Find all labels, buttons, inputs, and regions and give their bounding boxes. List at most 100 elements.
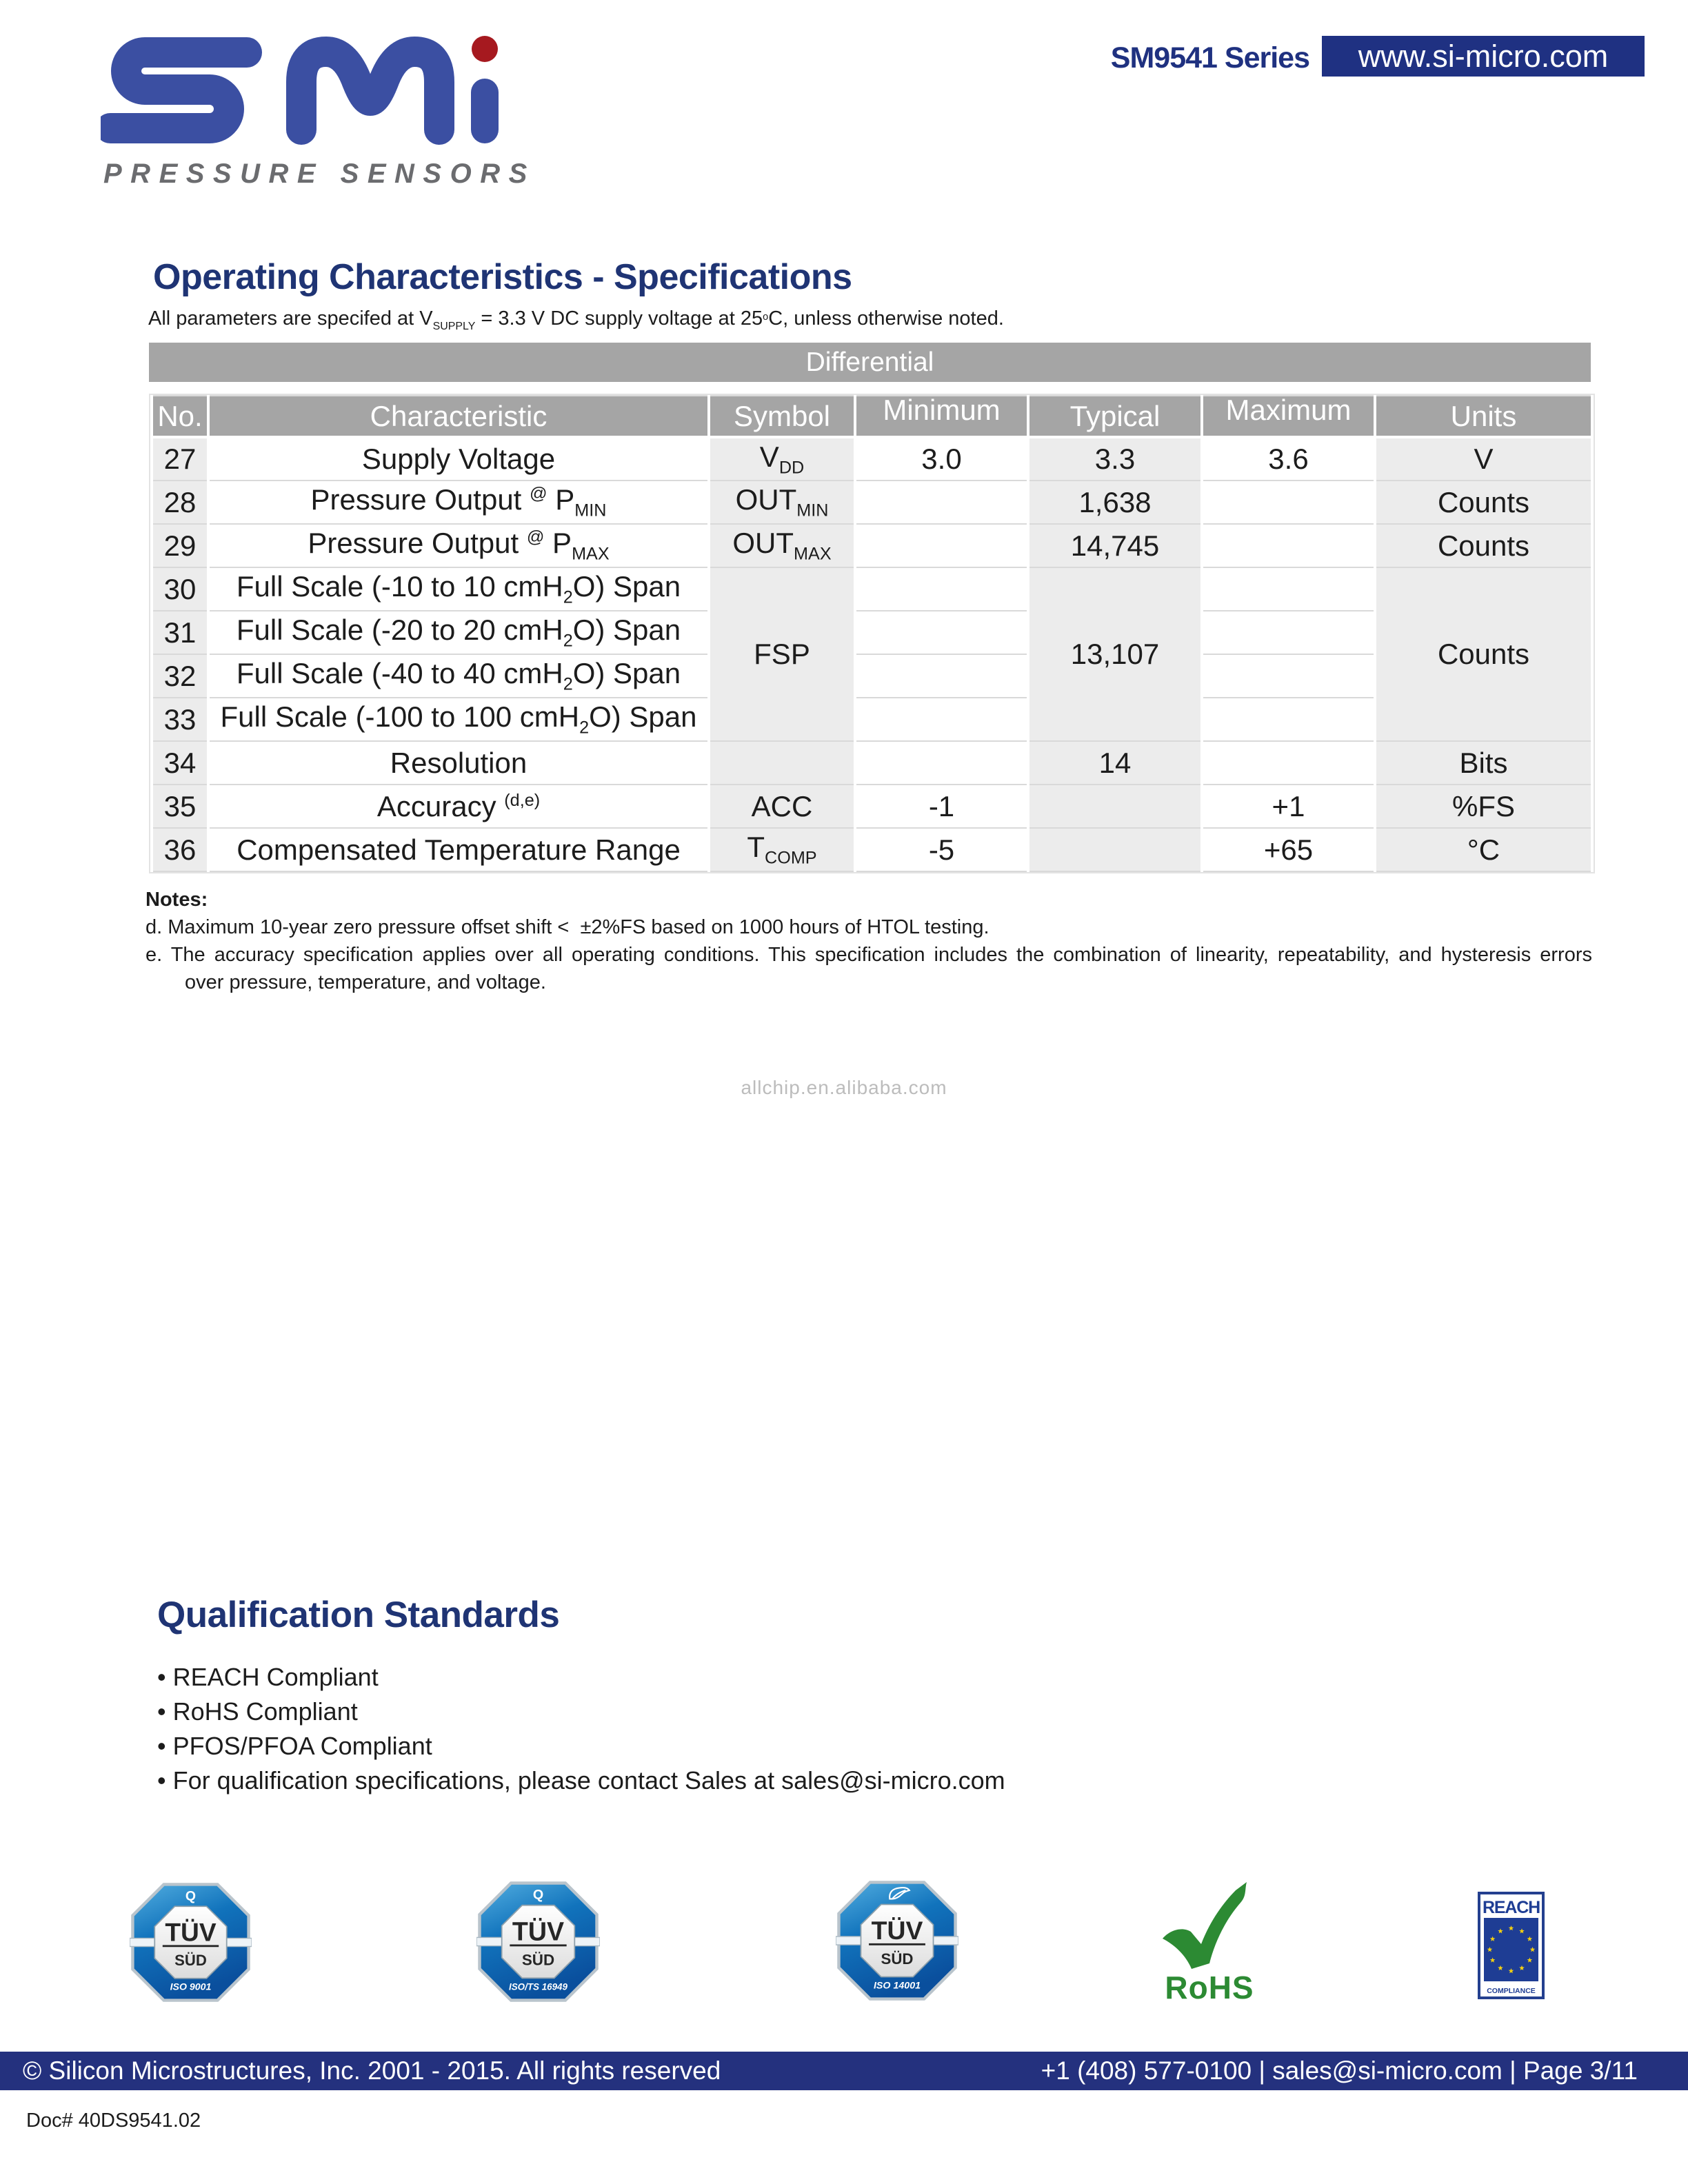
cell-minimum xyxy=(854,523,1029,568)
reach-eu-stars xyxy=(1487,1925,1536,1974)
cell-characteristic: Full Scale (-100 to 100 cmH2O) Span xyxy=(207,697,710,742)
cell-minimum xyxy=(854,567,1029,611)
note-e-line1: e. The accuracy specification applies ov… xyxy=(145,944,1592,966)
cell-typical: 1,638 xyxy=(1027,480,1203,525)
badge-inner-octagon xyxy=(501,1904,576,1979)
website-box[interactable]: www.si-micro.com xyxy=(1322,36,1645,77)
badge-tuv-text: TÜV xyxy=(872,1916,923,1945)
logo-letter-m xyxy=(286,36,454,145)
reach-compliance-text: COMPLIANCE xyxy=(1487,1987,1536,1995)
cell-maximum xyxy=(1200,740,1376,785)
doc-number: Doc# 40DS9541.02 xyxy=(26,2110,201,2132)
cell-no: 35 xyxy=(150,784,210,829)
badge-top-icon: Q xyxy=(185,1888,196,1903)
cell-typical-span: 13,107 xyxy=(1027,567,1203,742)
list-item: PFOS/PFOA Compliant xyxy=(157,1729,1005,1763)
list-item: For qualification specifications, please… xyxy=(157,1763,1005,1798)
cell-maximum xyxy=(1200,523,1376,568)
cell-no: 28 xyxy=(150,480,210,525)
badge-iso-text: ISO 14001 xyxy=(874,1980,921,1991)
cell-maximum: +65 xyxy=(1200,827,1376,872)
cell-minimum: -1 xyxy=(854,784,1029,829)
cell-characteristic: Pressure Output @ PMAX xyxy=(207,523,710,568)
note-d: d. Maximum 10-year zero pressure offset … xyxy=(145,916,989,938)
tuv-sud-iso14001-badge: TÜV SÜD ISO 14001 xyxy=(835,1879,959,2005)
cell-minimum xyxy=(854,654,1029,698)
cell-minimum xyxy=(854,697,1029,742)
qualification-title: Qualification Standards xyxy=(157,1595,560,1635)
rohs-badge: RoHS xyxy=(1161,1881,1258,2005)
list-item: RoHS Compliant xyxy=(157,1695,1005,1729)
col-header-characteristic: Characteristic xyxy=(207,395,710,438)
cell-units: °C xyxy=(1374,827,1594,872)
rohs-checkmark xyxy=(1163,1882,1247,1969)
footer-contact: +1 (408) 577-0100 | sales@si-micro.com |… xyxy=(1041,2056,1638,2085)
cell-characteristic: Pressure Output @ PMIN xyxy=(207,480,710,525)
cell-no: 30 xyxy=(150,567,210,611)
table-row: 36 Compensated Temperature Range TCOMP -… xyxy=(150,827,1594,872)
cell-typical: 3.3 xyxy=(1027,436,1203,481)
cell-typical xyxy=(1027,827,1203,872)
reach-title: REACH xyxy=(1483,1898,1540,1917)
cell-minimum xyxy=(854,740,1029,785)
cell-units: Bits xyxy=(1374,740,1594,785)
cell-minimum: 3.0 xyxy=(854,436,1029,481)
cell-units: V xyxy=(1374,436,1594,481)
cell-no: 31 xyxy=(150,610,210,655)
note-e-line2: over pressure, temperature, and voltage. xyxy=(185,971,546,993)
cell-typical: 14 xyxy=(1027,740,1203,785)
logo-tagline: PRESSURE SENSORS xyxy=(103,159,536,189)
cell-units: %FS xyxy=(1374,784,1594,829)
cell-characteristic: Full Scale (-10 to 10 cmH2O) Span xyxy=(207,567,710,611)
cell-maximum xyxy=(1200,697,1376,742)
table-row: 32 Full Scale (-40 to 40 cmH2O) Span xyxy=(150,654,1592,698)
notes-label: Notes: xyxy=(145,889,208,911)
badge-sud-text: SÜD xyxy=(522,1952,554,1969)
reach-badge: REACH COMPLIANCE xyxy=(1478,1892,1545,2003)
cell-minimum: -5 xyxy=(854,827,1029,872)
cell-characteristic: Full Scale (-40 to 40 cmH2O) Span xyxy=(207,654,710,698)
cell-minimum xyxy=(854,610,1029,655)
cell-no: 33 xyxy=(150,697,210,742)
cell-no: 27 xyxy=(150,436,210,481)
badge-underline xyxy=(510,1944,567,1947)
col-header-maximum: Maximum xyxy=(1200,395,1376,438)
badge-top-icon: Q xyxy=(533,1888,543,1903)
table-row: 29 Pressure Output @ PMAX OUTMAX 14,745 … xyxy=(150,523,1594,568)
cell-maximum xyxy=(1200,567,1376,611)
logo-letter-s xyxy=(95,37,262,143)
cell-maximum: +1 xyxy=(1200,784,1376,829)
cell-maximum xyxy=(1200,610,1376,655)
col-header-symbol: Symbol xyxy=(707,395,856,438)
table-row: 27 Supply Voltage VDD 3.0 3.3 3.6 V xyxy=(150,436,1594,481)
table-row: 30 Full Scale (-10 to 10 cmH2O) Span FSP… xyxy=(150,567,1594,742)
col-header-units: Units xyxy=(1374,395,1594,438)
list-item: REACH Compliant xyxy=(157,1660,1005,1695)
cell-minimum xyxy=(854,480,1029,525)
watermark: allchip.en.alibaba.com xyxy=(741,1077,947,1098)
badge-inner-octagon xyxy=(860,1903,934,1978)
cell-characteristic: Resolution xyxy=(207,740,710,785)
badge-iso-text: ISO/TS 16949 xyxy=(509,1981,567,1992)
cell-no: 34 xyxy=(150,740,210,785)
website-url[interactable]: www.si-micro.com xyxy=(1358,39,1609,74)
smi-logo-mark xyxy=(95,36,499,145)
cell-no: 29 xyxy=(150,523,210,568)
rohs-label: RoHS xyxy=(1165,1970,1254,2005)
table-band-differential: Differential xyxy=(149,343,1591,382)
col-header-minimum: Minimum xyxy=(854,395,1029,438)
badge-leaf-icon xyxy=(889,1886,911,1900)
badge-underline xyxy=(869,1943,925,1945)
cell-typical: 14,745 xyxy=(1027,523,1203,568)
badge-underline xyxy=(162,1945,219,1948)
cell-characteristic: Supply Voltage xyxy=(207,436,710,481)
tuv-sud-iso9001-badge: Q TÜV SÜD ISO 9001 xyxy=(129,1881,252,2007)
footer-bar: © Silicon Microstructures, Inc. 2001 - 2… xyxy=(0,2052,1688,2090)
table-row: 35 Accuracy (d,e) ACC -1 +1 %FS xyxy=(150,784,1594,829)
qualification-list: REACH Compliant RoHS Compliant PFOS/PFOA… xyxy=(157,1660,1005,1798)
smi-logo xyxy=(95,36,501,194)
table-row: 31 Full Scale (-20 to 20 cmH2O) Span xyxy=(150,610,1592,655)
cell-symbol: TCOMP xyxy=(707,827,856,872)
cell-units: Counts xyxy=(1374,480,1594,525)
cell-no: 32 xyxy=(150,654,210,698)
